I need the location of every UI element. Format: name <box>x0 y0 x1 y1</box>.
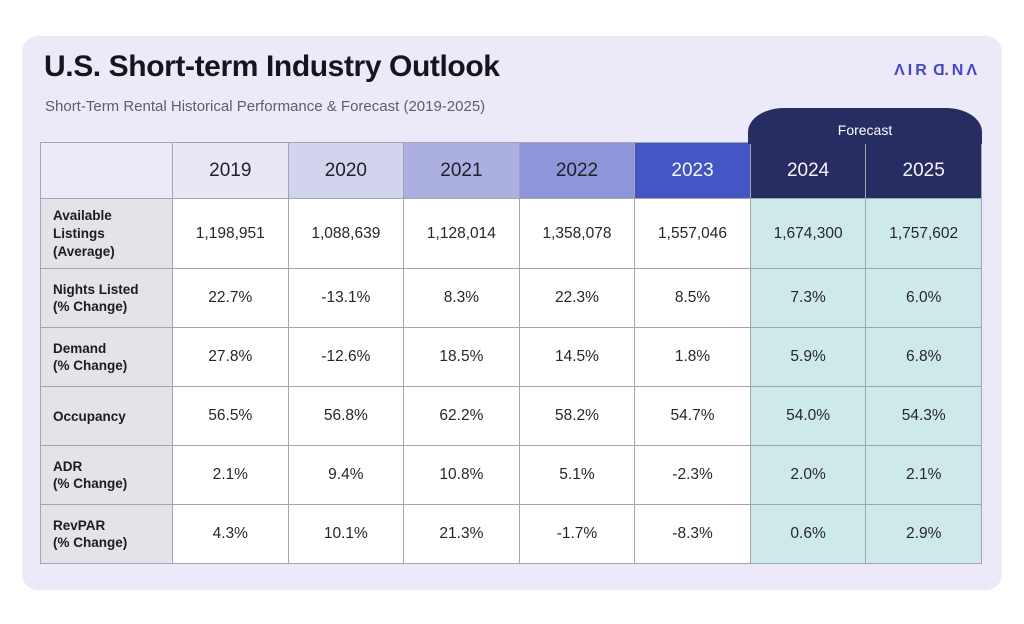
cell-occupancy-2022: 58.2% <box>518 386 636 447</box>
year-header-2025: 2025 <box>865 142 982 199</box>
cell-adr-2019: 2.1% <box>172 445 289 506</box>
cell-revpar-2021: 21.3% <box>403 504 520 565</box>
cell-revpar-2019: 4.3% <box>172 504 289 565</box>
cell-listings-2020: 1,088,639 <box>287 197 405 270</box>
year-header-2020: 2020 <box>287 142 405 199</box>
table-row-demand: Demand (% Change) 27.8% -12.6% 18.5% 14.… <box>40 327 982 388</box>
row-sublabel-text: (% Change) <box>53 358 128 374</box>
table-row-adr: ADR (% Change) 2.1% 9.4% 10.8% 5.1% -2.3… <box>40 445 982 506</box>
cell-listings-2025: 1,757,602 <box>865 197 982 270</box>
forecast-banner-label: Forecast <box>837 122 893 138</box>
cell-adr-2021: 10.8% <box>403 445 520 506</box>
cell-listings-2023: 1,557,046 <box>634 197 751 270</box>
cell-revpar-2022: -1.7% <box>518 504 636 565</box>
airdna-logo: ΛIRD.NΛ <box>894 62 980 80</box>
year-header-2024: 2024 <box>749 142 867 199</box>
cell-occupancy-2020: 56.8% <box>287 386 405 447</box>
row-label-demand: Demand (% Change) <box>40 327 173 388</box>
cell-listings-2022: 1,358,078 <box>518 197 636 270</box>
year-header-2019: 2019 <box>172 142 289 199</box>
cell-adr-2025: 2.1% <box>865 445 982 506</box>
table-row-revpar: RevPAR (% Change) 4.3% 10.1% 21.3% -1.7%… <box>40 504 982 565</box>
forecast-banner: Forecast <box>748 108 982 144</box>
outlook-card: U.S. Short-term Industry Outlook Short-T… <box>22 36 1002 590</box>
cell-demand-2021: 18.5% <box>403 327 520 388</box>
row-sublabel-text: (Average) <box>53 243 115 259</box>
corner-cell <box>40 142 173 199</box>
cell-nights-2019: 22.7% <box>172 268 289 329</box>
cell-occupancy-2023: 54.7% <box>634 386 751 447</box>
cell-occupancy-2019: 56.5% <box>172 386 289 447</box>
cell-demand-2025: 6.8% <box>865 327 982 388</box>
table-row-nights-listed: Nights Listed (% Change) 22.7% -13.1% 8.… <box>40 268 982 329</box>
cell-occupancy-2021: 62.2% <box>403 386 520 447</box>
logo-text-left: ΛIR <box>894 62 930 79</box>
cell-listings-2021: 1,128,014 <box>403 197 520 270</box>
cell-listings-2019: 1,198,951 <box>172 197 289 270</box>
year-header-2021: 2021 <box>403 142 520 199</box>
cell-nights-2023: 8.5% <box>634 268 751 329</box>
page-subtitle: Short-Term Rental Historical Performance… <box>45 98 486 115</box>
cell-demand-2022: 14.5% <box>518 327 636 388</box>
row-label-text: ADR <box>53 458 83 474</box>
cell-revpar-2023: -8.3% <box>634 504 751 565</box>
cell-demand-2024: 5.9% <box>749 327 867 388</box>
row-label-occupancy: Occupancy <box>40 386 173 447</box>
cell-listings-2024: 1,674,300 <box>749 197 867 270</box>
cell-adr-2020: 9.4% <box>287 445 405 506</box>
outlook-table: 2019 2020 2021 2022 2023 2024 2025 Avail… <box>40 142 982 565</box>
row-label-text: Available Listings <box>53 208 112 241</box>
year-header-2022: 2022 <box>518 142 636 199</box>
cell-nights-2024: 7.3% <box>749 268 867 329</box>
cell-nights-2025: 6.0% <box>865 268 982 329</box>
row-label-text: Occupancy <box>53 408 126 424</box>
row-label-text: Demand <box>53 340 107 356</box>
page-title: U.S. Short-term Industry Outlook <box>44 50 500 83</box>
cell-adr-2023: -2.3% <box>634 445 751 506</box>
cell-revpar-2025: 2.9% <box>865 504 982 565</box>
row-label-text: Nights Listed <box>53 281 139 297</box>
cell-revpar-2020: 10.1% <box>287 504 405 565</box>
cell-adr-2022: 5.1% <box>518 445 636 506</box>
cell-nights-2022: 22.3% <box>518 268 636 329</box>
year-header-2023: 2023 <box>634 142 751 199</box>
row-label-revpar: RevPAR (% Change) <box>40 504 173 565</box>
row-sublabel-text: (% Change) <box>53 299 128 315</box>
cell-nights-2020: -13.1% <box>287 268 405 329</box>
row-label-available-listings: Available Listings (Average) <box>40 197 173 270</box>
row-label-text: RevPAR <box>53 517 106 533</box>
table-row-occupancy: Occupancy 56.5% 56.8% 62.2% 58.2% 54.7% … <box>40 386 982 447</box>
cell-demand-2020: -12.6% <box>287 327 405 388</box>
row-sublabel-text: (% Change) <box>53 476 128 492</box>
row-sublabel-text: (% Change) <box>53 535 128 551</box>
cell-occupancy-2024: 54.0% <box>749 386 867 447</box>
row-label-nights-listed: Nights Listed (% Change) <box>40 268 173 329</box>
cell-adr-2024: 2.0% <box>749 445 867 506</box>
logo-mirrored-d: D <box>929 62 945 79</box>
cell-demand-2023: 1.8% <box>634 327 751 388</box>
logo-text-right: .NΛ <box>944 62 980 79</box>
table-row-available-listings: Available Listings (Average) 1,198,951 1… <box>40 197 982 270</box>
cell-occupancy-2025: 54.3% <box>865 386 982 447</box>
cell-nights-2021: 8.3% <box>403 268 520 329</box>
row-label-adr: ADR (% Change) <box>40 445 173 506</box>
cell-revpar-2024: 0.6% <box>749 504 867 565</box>
cell-demand-2019: 27.8% <box>172 327 289 388</box>
year-header-row: 2019 2020 2021 2022 2023 2024 2025 <box>40 142 982 199</box>
